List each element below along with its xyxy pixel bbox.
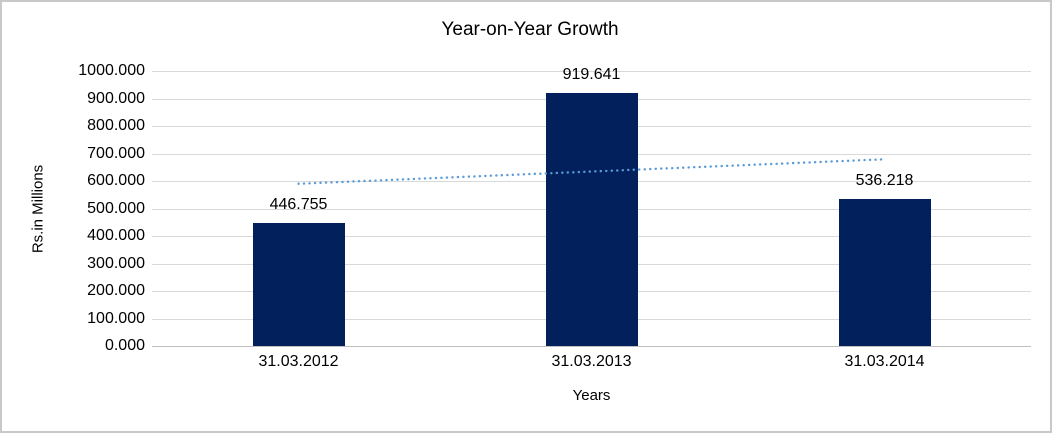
y-tick-label: 400.000: [87, 227, 145, 244]
x-axis-title: Years: [572, 387, 611, 404]
y-tick-label: 800.000: [87, 117, 145, 134]
gridline: [152, 346, 1031, 347]
bar-31.03.2014: [838, 198, 931, 346]
bar-value-label: 919.641: [562, 66, 621, 84]
y-tick-label: 500.000: [87, 199, 145, 217]
y-tick-label: 700.000: [87, 144, 145, 162]
y-tick-label: 900.000: [87, 89, 145, 107]
bar-value-label: 536.218: [855, 171, 914, 189]
bar-value-label: 446.755: [269, 196, 328, 214]
y-tick-label: 200.000: [87, 282, 145, 299]
bar-31.03.2013: [545, 93, 638, 346]
category-label: 31.03.2014: [844, 353, 925, 370]
category-label: 31.03.2013: [551, 353, 632, 370]
y-tick-label: 0.000: [104, 337, 145, 354]
y-tick-label: 1000.000: [78, 62, 145, 79]
y-tick-label: 600.000: [87, 172, 145, 189]
category-label: 31.03.2012: [258, 353, 339, 370]
y-tick-label: 300.000: [87, 254, 145, 272]
chart-title: Year-on-Year Growth: [441, 19, 619, 40]
bar-31.03.2012: [252, 223, 345, 346]
gridline: [152, 71, 1031, 72]
y-tick-label: 100.000: [87, 309, 145, 327]
